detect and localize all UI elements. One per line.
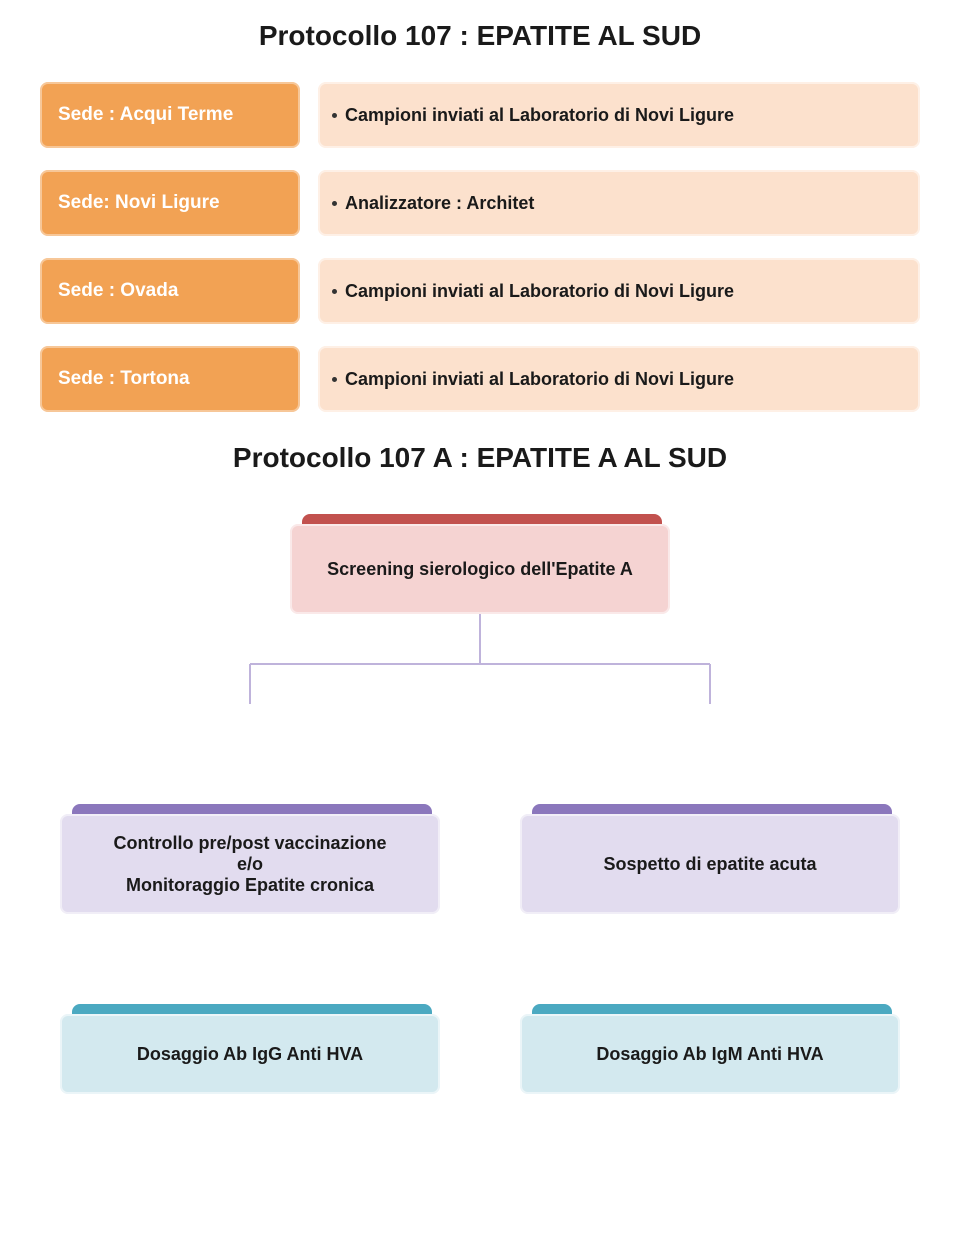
page-title: Protocollo 107 : EPATITE AL SUD [40, 20, 920, 52]
sede-box: Sede : Tortona [40, 346, 300, 412]
leaf-node: Dosaggio Ab IgM Anti HVA [520, 1014, 900, 1094]
leaf-node: Dosaggio Ab IgG Anti HVA [60, 1014, 440, 1094]
child-label: Controllo pre/post vaccinazione e/o Moni… [113, 833, 386, 896]
child-node: Controllo pre/post vaccinazione e/o Moni… [60, 814, 440, 914]
desc-box: Campioni inviati al Laboratorio di Novi … [318, 346, 920, 412]
child-label: Sospetto di epatite acuta [603, 854, 816, 875]
desc-text: Campioni inviati al Laboratorio di Novi … [345, 369, 734, 390]
sede-row: Sede : Acqui Terme Campioni inviati al La… [40, 82, 920, 148]
child-node: Sospetto di epatite acuta [520, 814, 900, 914]
sede-row: Sede: Novi Ligure Analizzatore : Architet [40, 170, 920, 236]
sede-row: Sede : Ovada Campioni inviati al Laborato… [40, 258, 920, 324]
desc-box: Campioni inviati al Laboratorio di Novi … [318, 82, 920, 148]
bullet-icon [332, 113, 337, 118]
sede-box: Sede : Acqui Terme [40, 82, 300, 148]
sede-box: Sede: Novi Ligure [40, 170, 300, 236]
root-node: Screening sierologico dell'Epatite A [290, 524, 670, 614]
sede-row: Sede : Tortona Campioni inviati al Labora… [40, 346, 920, 412]
root-label: Screening sierologico dell'Epatite A [327, 559, 633, 580]
bullet-icon [332, 201, 337, 206]
desc-text: Campioni inviati al Laboratorio di Novi … [345, 281, 734, 302]
bullet-icon [332, 289, 337, 294]
bullet-icon [332, 377, 337, 382]
leaf-label: Dosaggio Ab IgG Anti HVA [137, 1044, 363, 1065]
sede-rows: Sede : Acqui Terme Campioni inviati al La… [40, 82, 920, 412]
desc-text: Campioni inviati al Laboratorio di Novi … [345, 105, 734, 126]
leaf-label: Dosaggio Ab IgM Anti HVA [596, 1044, 823, 1065]
desc-box: Analizzatore : Architet [318, 170, 920, 236]
subtitle: Protocollo 107 A : EPATITE A AL SUD [40, 442, 920, 474]
sede-box: Sede : Ovada [40, 258, 300, 324]
desc-text: Analizzatore : Architet [345, 193, 534, 214]
desc-box: Campioni inviati al Laboratorio di Novi … [318, 258, 920, 324]
tree-diagram: Screening sierologico dell'Epatite A Con… [40, 524, 920, 1114]
